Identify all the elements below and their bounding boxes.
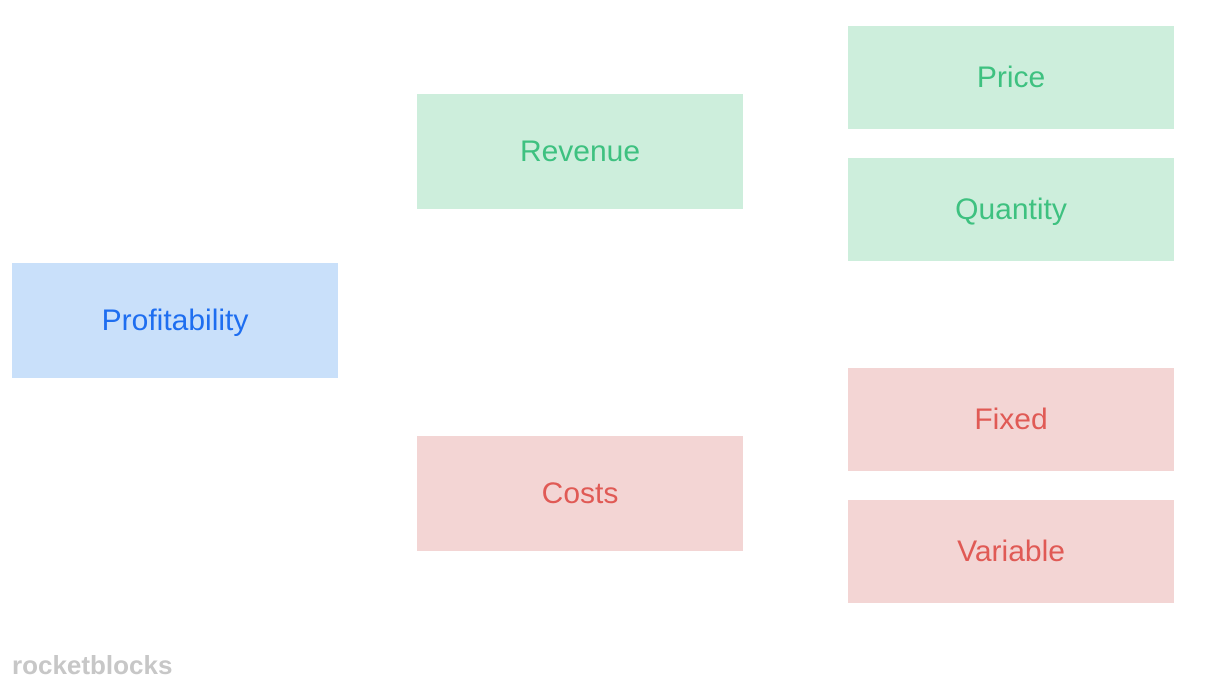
node-variable: Variable	[848, 500, 1174, 603]
node-quantity: Quantity	[848, 158, 1174, 261]
node-costs: Costs	[417, 436, 743, 551]
watermark-text: rocketblocks	[12, 650, 172, 681]
node-fixed: Fixed	[848, 368, 1174, 471]
node-revenue: Revenue	[417, 94, 743, 209]
node-profitability: Profitability	[12, 263, 338, 378]
node-price: Price	[848, 26, 1174, 129]
